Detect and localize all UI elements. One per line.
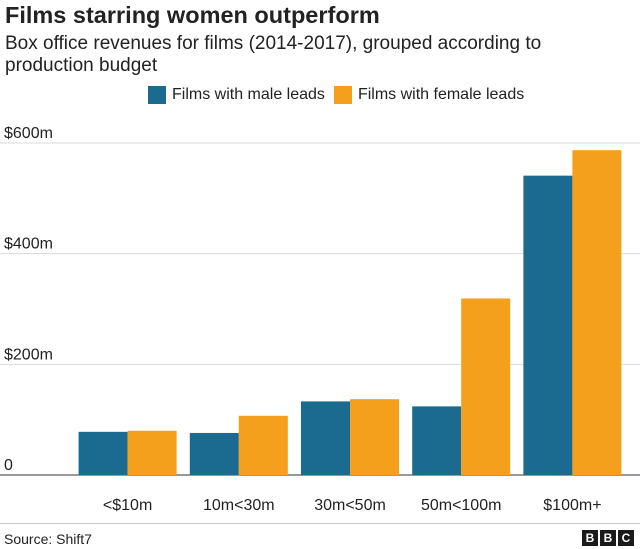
x-tick-label: 10m<30m [203,497,275,514]
legend: Films with male leads Films with female … [148,86,533,104]
bbc-logo: B B C [580,530,634,546]
chart-subtitle: Box office revenues for films (2014-2017… [5,33,542,76]
bar-female [127,430,177,475]
y-tick-label: $600m [4,125,53,142]
bar-female [572,150,622,475]
x-tick-label: 50m<100m [421,497,502,514]
bbc-logo-letter: B [582,530,598,546]
legend-item-male: Films with male leads [148,86,325,104]
bar-female [350,399,399,475]
bar-male [78,431,128,475]
legend-swatch-male [148,86,166,104]
bar-male [301,401,350,475]
legend-item-female: Films with female leads [333,86,525,104]
bar-male [412,406,462,475]
bar-female [238,415,288,475]
y-tick-label: $200m [4,346,53,363]
bar-male [189,432,239,475]
x-tick-label: $100m+ [543,497,601,514]
bar-female [461,298,511,475]
x-tick-label: <$10m [103,497,152,514]
chart-title: Films starring women outperform [5,2,380,28]
legend-label-male: Films with male leads [172,86,325,103]
bar-chart: 0 $200m $400m $600m <$10m 10m<30m 30m<50m 50m<1… [0,125,640,514]
legend-label-female: Films with female leads [357,86,525,103]
bbc-logo-letter: C [618,530,634,546]
y-tick-label: $400m [4,236,53,253]
bbc-logo-letter: B [600,530,616,546]
legend-swatch-female [333,86,352,104]
footer-divider [0,523,640,524]
y-tick-label: 0 [4,457,13,474]
bar-male [523,175,573,475]
source-note: Source: Shift7 [4,531,92,547]
x-tick-label: 30m<50m [314,497,386,514]
